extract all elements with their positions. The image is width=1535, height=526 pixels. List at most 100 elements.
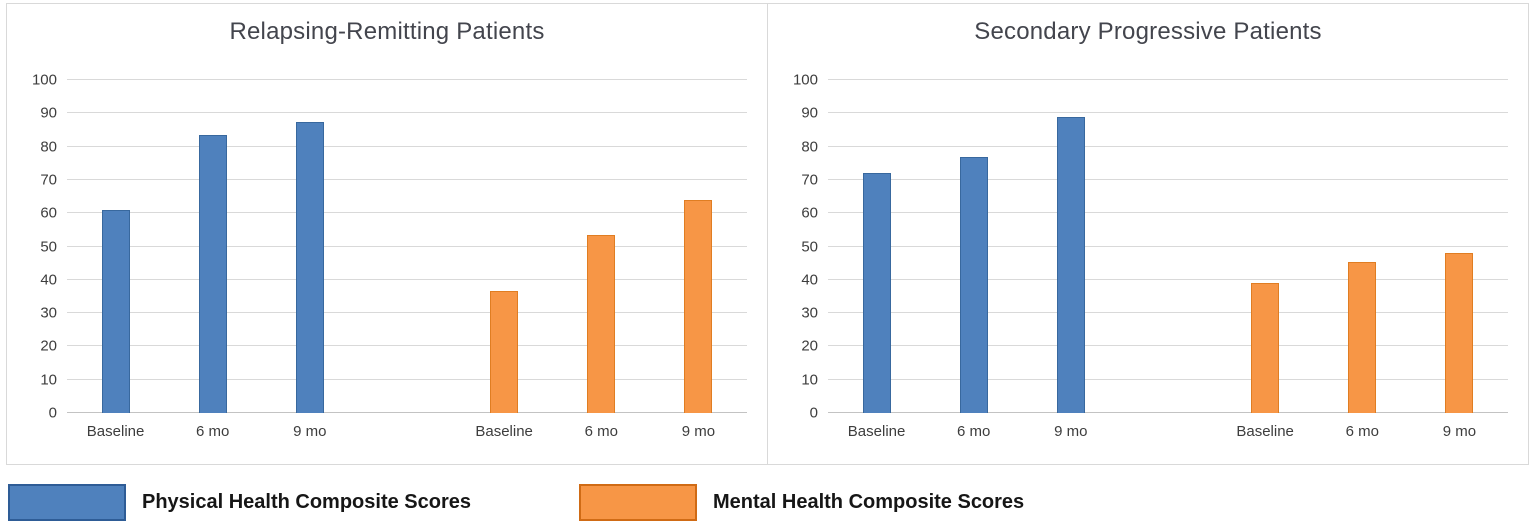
gridline xyxy=(67,212,747,214)
mental-bar xyxy=(490,291,519,413)
x-tick-label: Baseline xyxy=(847,423,906,440)
x-tick-label: Baseline xyxy=(475,423,533,440)
chart-title: Relapsing-Remitting Patients xyxy=(229,18,545,45)
gridline xyxy=(67,345,747,347)
y-tick-label: 0 xyxy=(48,404,57,422)
x-tick-label: 9 mo xyxy=(681,423,716,440)
gridline xyxy=(828,245,1508,247)
chart-panel-secondary-progressive: Secondary Progressive Patients 0 10 20 30 40… xyxy=(767,4,1528,464)
gridline xyxy=(828,345,1508,347)
bar-slot xyxy=(1411,80,1508,413)
y-tick-label: 100 xyxy=(792,71,818,89)
y-tick-label: 100 xyxy=(31,71,57,89)
mental-bar xyxy=(1251,283,1280,413)
y-tick-label: 30 xyxy=(801,304,818,322)
gridline xyxy=(828,178,1508,180)
y-axis-labels: 0 10 20 30 40 50 60 70 80 90 100 xyxy=(7,73,57,421)
gridline xyxy=(67,312,747,314)
y-tick-label: 10 xyxy=(40,371,57,389)
y-tick-label: 90 xyxy=(40,104,57,122)
x-tick-label: Baseline xyxy=(1236,423,1294,440)
y-tick-label: 60 xyxy=(801,204,818,222)
gridline xyxy=(67,145,747,147)
x-tick-label: 9 mo xyxy=(1054,423,1088,440)
legend-item-mental: Mental Health Composite Scores xyxy=(579,484,1024,521)
empty-slot xyxy=(1119,80,1216,413)
empty-x-slot xyxy=(1119,423,1216,440)
physical-bar xyxy=(198,134,227,413)
legend-label-mental: Mental Health Composite Scores xyxy=(713,491,1025,513)
empty-x-slot xyxy=(358,423,455,440)
gridline xyxy=(828,378,1508,380)
physical-bar xyxy=(862,173,891,413)
gridline xyxy=(67,245,747,247)
mental-bar xyxy=(587,234,616,413)
gridline xyxy=(67,178,747,180)
bar-slot xyxy=(925,80,1022,413)
x-tick-label: 6 mo xyxy=(196,423,230,440)
y-tick-label: 50 xyxy=(801,238,818,255)
y-tick-label: 40 xyxy=(801,271,818,289)
y-tick-label: 30 xyxy=(40,304,57,322)
mental-bar xyxy=(684,199,713,413)
bar-slot xyxy=(456,80,553,413)
x-axis-line xyxy=(828,412,1508,413)
charts-row: Relapsing-Remitting Patients 0 10 20 30 40 50… xyxy=(6,3,1529,465)
mental-bar xyxy=(1348,261,1377,413)
empty-slot xyxy=(358,80,455,413)
y-tick-label: 50 xyxy=(40,238,57,255)
mental-bar xyxy=(1445,253,1474,413)
x-tick-label: Baseline xyxy=(86,423,145,440)
gridline xyxy=(67,378,747,380)
y-tick-label: 20 xyxy=(40,337,57,355)
gridline xyxy=(828,312,1508,314)
gridline xyxy=(828,145,1508,147)
chart-panel-relapsing-remitting: Relapsing-Remitting Patients 0 10 20 30 40 50… xyxy=(7,4,767,464)
gridline xyxy=(828,212,1508,214)
x-tick-label: 6 mo xyxy=(957,423,991,440)
bars-container xyxy=(828,80,1508,413)
physical-bar xyxy=(295,121,324,413)
bar-slot xyxy=(1217,80,1314,413)
y-tick-label: 70 xyxy=(801,171,818,189)
y-tick-label: 0 xyxy=(809,404,818,422)
y-tick-label: 90 xyxy=(801,104,818,122)
physical-bar xyxy=(101,209,130,413)
physical-bar xyxy=(1056,116,1085,413)
y-axis-labels: 0 10 20 30 40 50 60 70 80 90 100 xyxy=(768,73,818,421)
y-tick-label: 20 xyxy=(801,337,818,355)
gridline xyxy=(828,79,1508,80)
legend: Physical Health Composite Scores Mental … xyxy=(6,476,1535,526)
chart-title: Secondary Progressive Patients xyxy=(974,18,1322,45)
bar-slot xyxy=(828,80,925,413)
legend-swatch-mental xyxy=(579,484,697,521)
y-tick-label: 80 xyxy=(801,138,818,156)
gridline xyxy=(67,278,747,280)
bar-slot xyxy=(261,80,358,413)
legend-label-physical: Physical Health Composite Scores xyxy=(142,491,472,513)
x-tick-label: 6 mo xyxy=(584,423,618,440)
legend-item-physical: Physical Health Composite Scores xyxy=(8,484,471,521)
x-tick-label: 9 mo xyxy=(1442,423,1477,440)
x-tick-label: 9 mo xyxy=(293,423,327,440)
x-axis-line xyxy=(67,412,747,413)
y-tick-label: 70 xyxy=(40,171,57,189)
x-axis-labels: Baseline 6 mo 9 mo Baseline 6 mo 9 mo xyxy=(67,423,747,440)
bar-slot xyxy=(553,80,650,413)
y-tick-label: 60 xyxy=(40,204,57,222)
y-tick-label: 10 xyxy=(801,371,818,389)
legend-swatch-physical xyxy=(8,484,126,521)
gridline xyxy=(828,278,1508,280)
bar-slot xyxy=(1314,80,1411,413)
x-axis-labels: Baseline 6 mo 9 mo Baseline 6 mo 9 mo xyxy=(828,423,1508,440)
y-tick-label: 80 xyxy=(40,138,57,156)
gridline xyxy=(67,79,747,80)
x-tick-label: 6 mo xyxy=(1345,423,1379,440)
gridline xyxy=(67,112,747,114)
bar-slot xyxy=(67,80,164,413)
gridline xyxy=(828,112,1508,114)
bars-container xyxy=(67,80,747,413)
bar-slot xyxy=(1022,80,1119,413)
bar-slot xyxy=(164,80,261,413)
